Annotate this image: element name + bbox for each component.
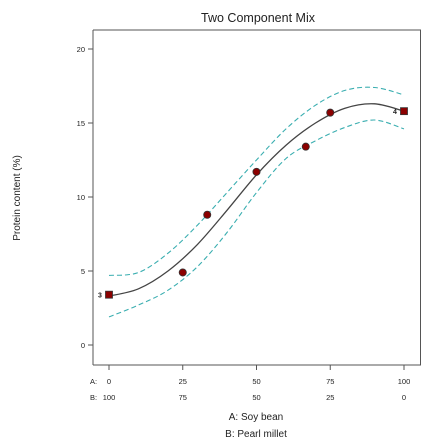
- plot-area: 0 5 10 15 20 0 100 25 75 50 50 75 25 100 0 3 4: [77, 29, 421, 402]
- y-tick-label: 0: [81, 341, 85, 350]
- x-tick-label-b: 100: [103, 393, 116, 402]
- x-axis-label-a: A: Soy bean: [229, 412, 283, 423]
- x-axis-prefix-b: B:: [90, 393, 97, 402]
- x-tick-label-b: 25: [326, 393, 334, 402]
- y-tick-label: 10: [77, 193, 85, 202]
- lower-confidence-band: [108, 119, 405, 318]
- x-tick-label-b: 50: [252, 393, 260, 402]
- upper-confidence-band: [108, 86, 405, 276]
- x-axis-label-b: B: Pearl millet: [225, 429, 287, 439]
- x-tick-label-a: 25: [179, 377, 187, 386]
- design-point-replicated: [105, 290, 113, 299]
- replicate-count-label: 3: [98, 293, 102, 300]
- design-point: [252, 167, 261, 176]
- x-tick-label-b: 75: [179, 393, 187, 402]
- design-point: [178, 268, 187, 277]
- chart-title: Two Component Mix: [201, 11, 316, 25]
- x-tick-label-a: 75: [326, 377, 334, 386]
- design-point: [301, 142, 310, 151]
- replicate-count-label: 4: [393, 109, 397, 116]
- x-axis-prefix-a: A:: [90, 377, 97, 386]
- x-tick-label-b: 0: [402, 393, 406, 402]
- design-point-replicated: [400, 107, 408, 116]
- x-tick-label-a: 100: [398, 377, 411, 386]
- design-point: [326, 108, 335, 117]
- y-tick-label: 20: [77, 45, 85, 54]
- design-point: [203, 210, 212, 219]
- y-tick-label: 15: [77, 119, 85, 128]
- fitted-curve: [108, 103, 405, 297]
- y-axis-label: Protein content (%): [12, 155, 23, 241]
- x-tick-label-a: 0: [107, 377, 111, 386]
- x-tick-label-a: 50: [252, 377, 260, 386]
- y-tick-label: 5: [81, 267, 85, 276]
